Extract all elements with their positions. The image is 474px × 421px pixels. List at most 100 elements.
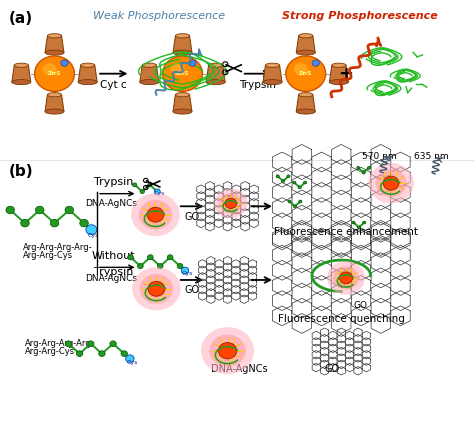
- Ellipse shape: [14, 63, 28, 67]
- Ellipse shape: [299, 34, 313, 38]
- Circle shape: [6, 206, 15, 214]
- Circle shape: [128, 255, 133, 260]
- Polygon shape: [45, 95, 64, 112]
- Circle shape: [99, 351, 105, 357]
- Ellipse shape: [332, 63, 346, 67]
- Text: Cys: Cys: [127, 360, 138, 365]
- Polygon shape: [173, 95, 192, 112]
- Circle shape: [86, 225, 97, 234]
- Text: GO: GO: [184, 285, 200, 296]
- Polygon shape: [206, 65, 225, 82]
- Ellipse shape: [206, 80, 225, 85]
- Circle shape: [181, 267, 189, 274]
- Circle shape: [140, 274, 173, 304]
- Circle shape: [356, 166, 360, 169]
- Circle shape: [131, 193, 180, 236]
- Circle shape: [189, 60, 196, 66]
- Text: 635 nm: 635 nm: [414, 152, 449, 161]
- Circle shape: [352, 221, 355, 224]
- Circle shape: [80, 219, 88, 227]
- Ellipse shape: [140, 80, 159, 85]
- Ellipse shape: [175, 34, 190, 38]
- Circle shape: [163, 56, 202, 91]
- Circle shape: [155, 189, 160, 194]
- Circle shape: [35, 56, 74, 91]
- Circle shape: [177, 264, 183, 269]
- Text: ZnS: ZnS: [48, 71, 61, 76]
- Text: Arg-Arg-Arg-Arg-: Arg-Arg-Arg-Arg-: [25, 339, 94, 348]
- Text: Trypsin: Trypsin: [94, 177, 134, 187]
- Circle shape: [219, 343, 237, 359]
- Polygon shape: [78, 65, 97, 82]
- Circle shape: [171, 63, 184, 75]
- Circle shape: [333, 266, 359, 290]
- Text: Weak Phosphorescence: Weak Phosphorescence: [93, 11, 225, 21]
- Text: Arg-Arg-Arg-Arg-: Arg-Arg-Arg-Arg-: [23, 243, 92, 252]
- Ellipse shape: [296, 109, 315, 114]
- Circle shape: [292, 181, 296, 184]
- Circle shape: [282, 180, 284, 182]
- Text: (b): (b): [9, 164, 33, 179]
- Ellipse shape: [263, 80, 282, 85]
- Circle shape: [147, 183, 152, 187]
- Circle shape: [367, 166, 371, 169]
- Circle shape: [362, 171, 365, 174]
- Text: (a): (a): [9, 11, 33, 26]
- Circle shape: [299, 200, 302, 203]
- Circle shape: [219, 193, 242, 213]
- Text: 570 nm: 570 nm: [362, 152, 397, 161]
- Circle shape: [61, 60, 68, 66]
- Polygon shape: [173, 36, 192, 53]
- Circle shape: [87, 226, 96, 234]
- Text: Without: Without: [92, 251, 136, 261]
- Circle shape: [209, 334, 246, 367]
- Ellipse shape: [45, 109, 64, 114]
- Circle shape: [368, 163, 414, 203]
- Text: Trypsin: Trypsin: [239, 80, 276, 90]
- Circle shape: [157, 264, 163, 269]
- Polygon shape: [12, 65, 31, 82]
- Text: ZnS: ZnS: [299, 71, 312, 76]
- Ellipse shape: [142, 63, 156, 67]
- Circle shape: [303, 181, 307, 184]
- Text: +: +: [338, 65, 354, 83]
- Circle shape: [65, 341, 72, 346]
- Text: DNA-AgNCs: DNA-AgNCs: [85, 274, 137, 283]
- Text: Trypsin: Trypsin: [94, 267, 134, 277]
- Ellipse shape: [78, 80, 97, 85]
- Circle shape: [110, 341, 116, 346]
- Text: ZnS: ZnS: [176, 71, 189, 76]
- Circle shape: [339, 272, 353, 284]
- Text: Arg-Arg-Cys: Arg-Arg-Cys: [23, 251, 73, 260]
- Ellipse shape: [173, 50, 192, 55]
- Circle shape: [287, 175, 290, 178]
- Circle shape: [286, 56, 326, 91]
- Text: Cys: Cys: [182, 271, 193, 276]
- Circle shape: [132, 267, 181, 310]
- Circle shape: [383, 176, 399, 190]
- Circle shape: [293, 205, 297, 208]
- Circle shape: [294, 63, 308, 75]
- Circle shape: [167, 255, 173, 260]
- Ellipse shape: [175, 93, 190, 97]
- Circle shape: [375, 169, 407, 197]
- Circle shape: [76, 351, 83, 357]
- Text: DNA-AgNCs: DNA-AgNCs: [211, 364, 267, 374]
- Circle shape: [214, 189, 247, 218]
- Polygon shape: [140, 65, 159, 82]
- Text: DNA-AgNCs: DNA-AgNCs: [85, 199, 137, 208]
- Ellipse shape: [12, 80, 31, 85]
- Circle shape: [36, 206, 44, 214]
- Circle shape: [133, 183, 137, 187]
- Circle shape: [147, 255, 153, 260]
- Circle shape: [140, 189, 145, 194]
- Circle shape: [182, 268, 188, 273]
- Circle shape: [88, 341, 94, 346]
- Text: GO: GO: [353, 301, 367, 310]
- Text: Fluorescence enhancement: Fluorescence enhancement: [274, 227, 418, 237]
- Ellipse shape: [299, 93, 313, 97]
- Polygon shape: [296, 36, 315, 53]
- Circle shape: [21, 219, 29, 227]
- Polygon shape: [263, 65, 282, 82]
- Circle shape: [139, 200, 172, 229]
